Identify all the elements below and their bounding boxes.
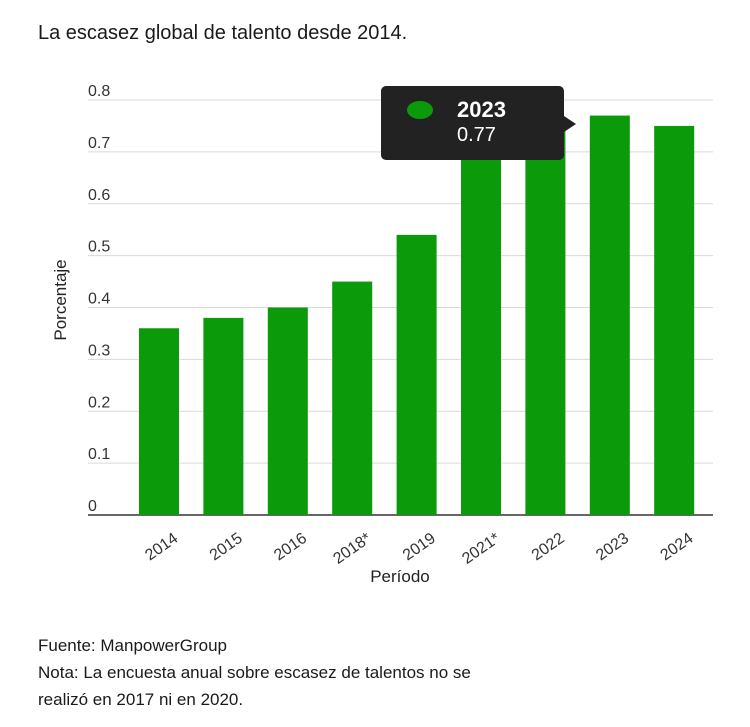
note-line-2: realizó en 2017 ni en 2020. — [38, 690, 244, 709]
x-tick-label: 2016 — [271, 530, 310, 564]
bar-2014[interactable] — [139, 328, 179, 515]
tooltip-swatch — [407, 101, 433, 119]
y-tick-label: 0.3 — [88, 342, 110, 359]
x-tick-label: 2021* — [459, 530, 503, 568]
x-tick-labels: 2014 2015 2016 2018* 2019 2021* 2022 2023 2024 — [142, 530, 696, 568]
y-tick-label: 0.4 — [88, 291, 110, 308]
tooltip: 2023 0.77 — [381, 86, 576, 160]
y-tick-label: 0.7 — [88, 135, 110, 152]
y-tick-label: 0.8 — [88, 83, 110, 100]
x-tick-label: 2023 — [593, 530, 632, 564]
footer: Fuente: ManpowerGroup Nota: La encuesta … — [38, 632, 471, 713]
chart-title: La escasez global de talento desde 2014. — [38, 22, 408, 44]
bar-2018-star[interactable] — [332, 281, 373, 515]
x-axis-title: Período — [370, 567, 430, 586]
bar-2022[interactable] — [525, 125, 566, 515]
y-tick-label: 0.6 — [88, 187, 110, 204]
x-tick-label: 2014 — [142, 530, 181, 564]
y-axis-title: Porcentaje — [51, 259, 70, 340]
tooltip-value: 0.77 — [457, 124, 496, 146]
x-tick-label: 2019 — [400, 530, 439, 564]
x-tick-label: 2015 — [207, 530, 246, 564]
tooltip-year: 2023 — [457, 97, 506, 122]
bar-chart: 00.10.20.30.40.50.60.70.8 2014 2015 2016 20… — [51, 83, 713, 586]
bar-2021-star[interactable] — [461, 157, 501, 515]
bar-2024[interactable] — [654, 125, 695, 515]
source-text: Fuente: ManpowerGroup — [38, 636, 227, 655]
y-tick-label: 0.1 — [88, 446, 110, 463]
bar-2019[interactable] — [396, 234, 437, 515]
x-tick-label: 2022 — [529, 530, 568, 564]
y-tick-label: 0.2 — [88, 394, 110, 411]
y-tick-label: 0.5 — [88, 239, 110, 256]
y-tick-label: 0 — [88, 498, 97, 515]
bars — [139, 115, 695, 516]
x-tick-label: 2024 — [658, 530, 697, 564]
bar-2023[interactable] — [589, 115, 630, 515]
y-tick-labels: 0 0.1 0.2 0.3 0.4 0.5 0.6 0.7 0.8 — [88, 83, 110, 515]
bar-2016[interactable] — [267, 307, 308, 516]
x-tick-label: 2018* — [330, 530, 374, 568]
note-line-1: Nota: La encuesta anual sobre escasez de… — [38, 663, 471, 682]
bar-2015[interactable] — [203, 317, 244, 515]
